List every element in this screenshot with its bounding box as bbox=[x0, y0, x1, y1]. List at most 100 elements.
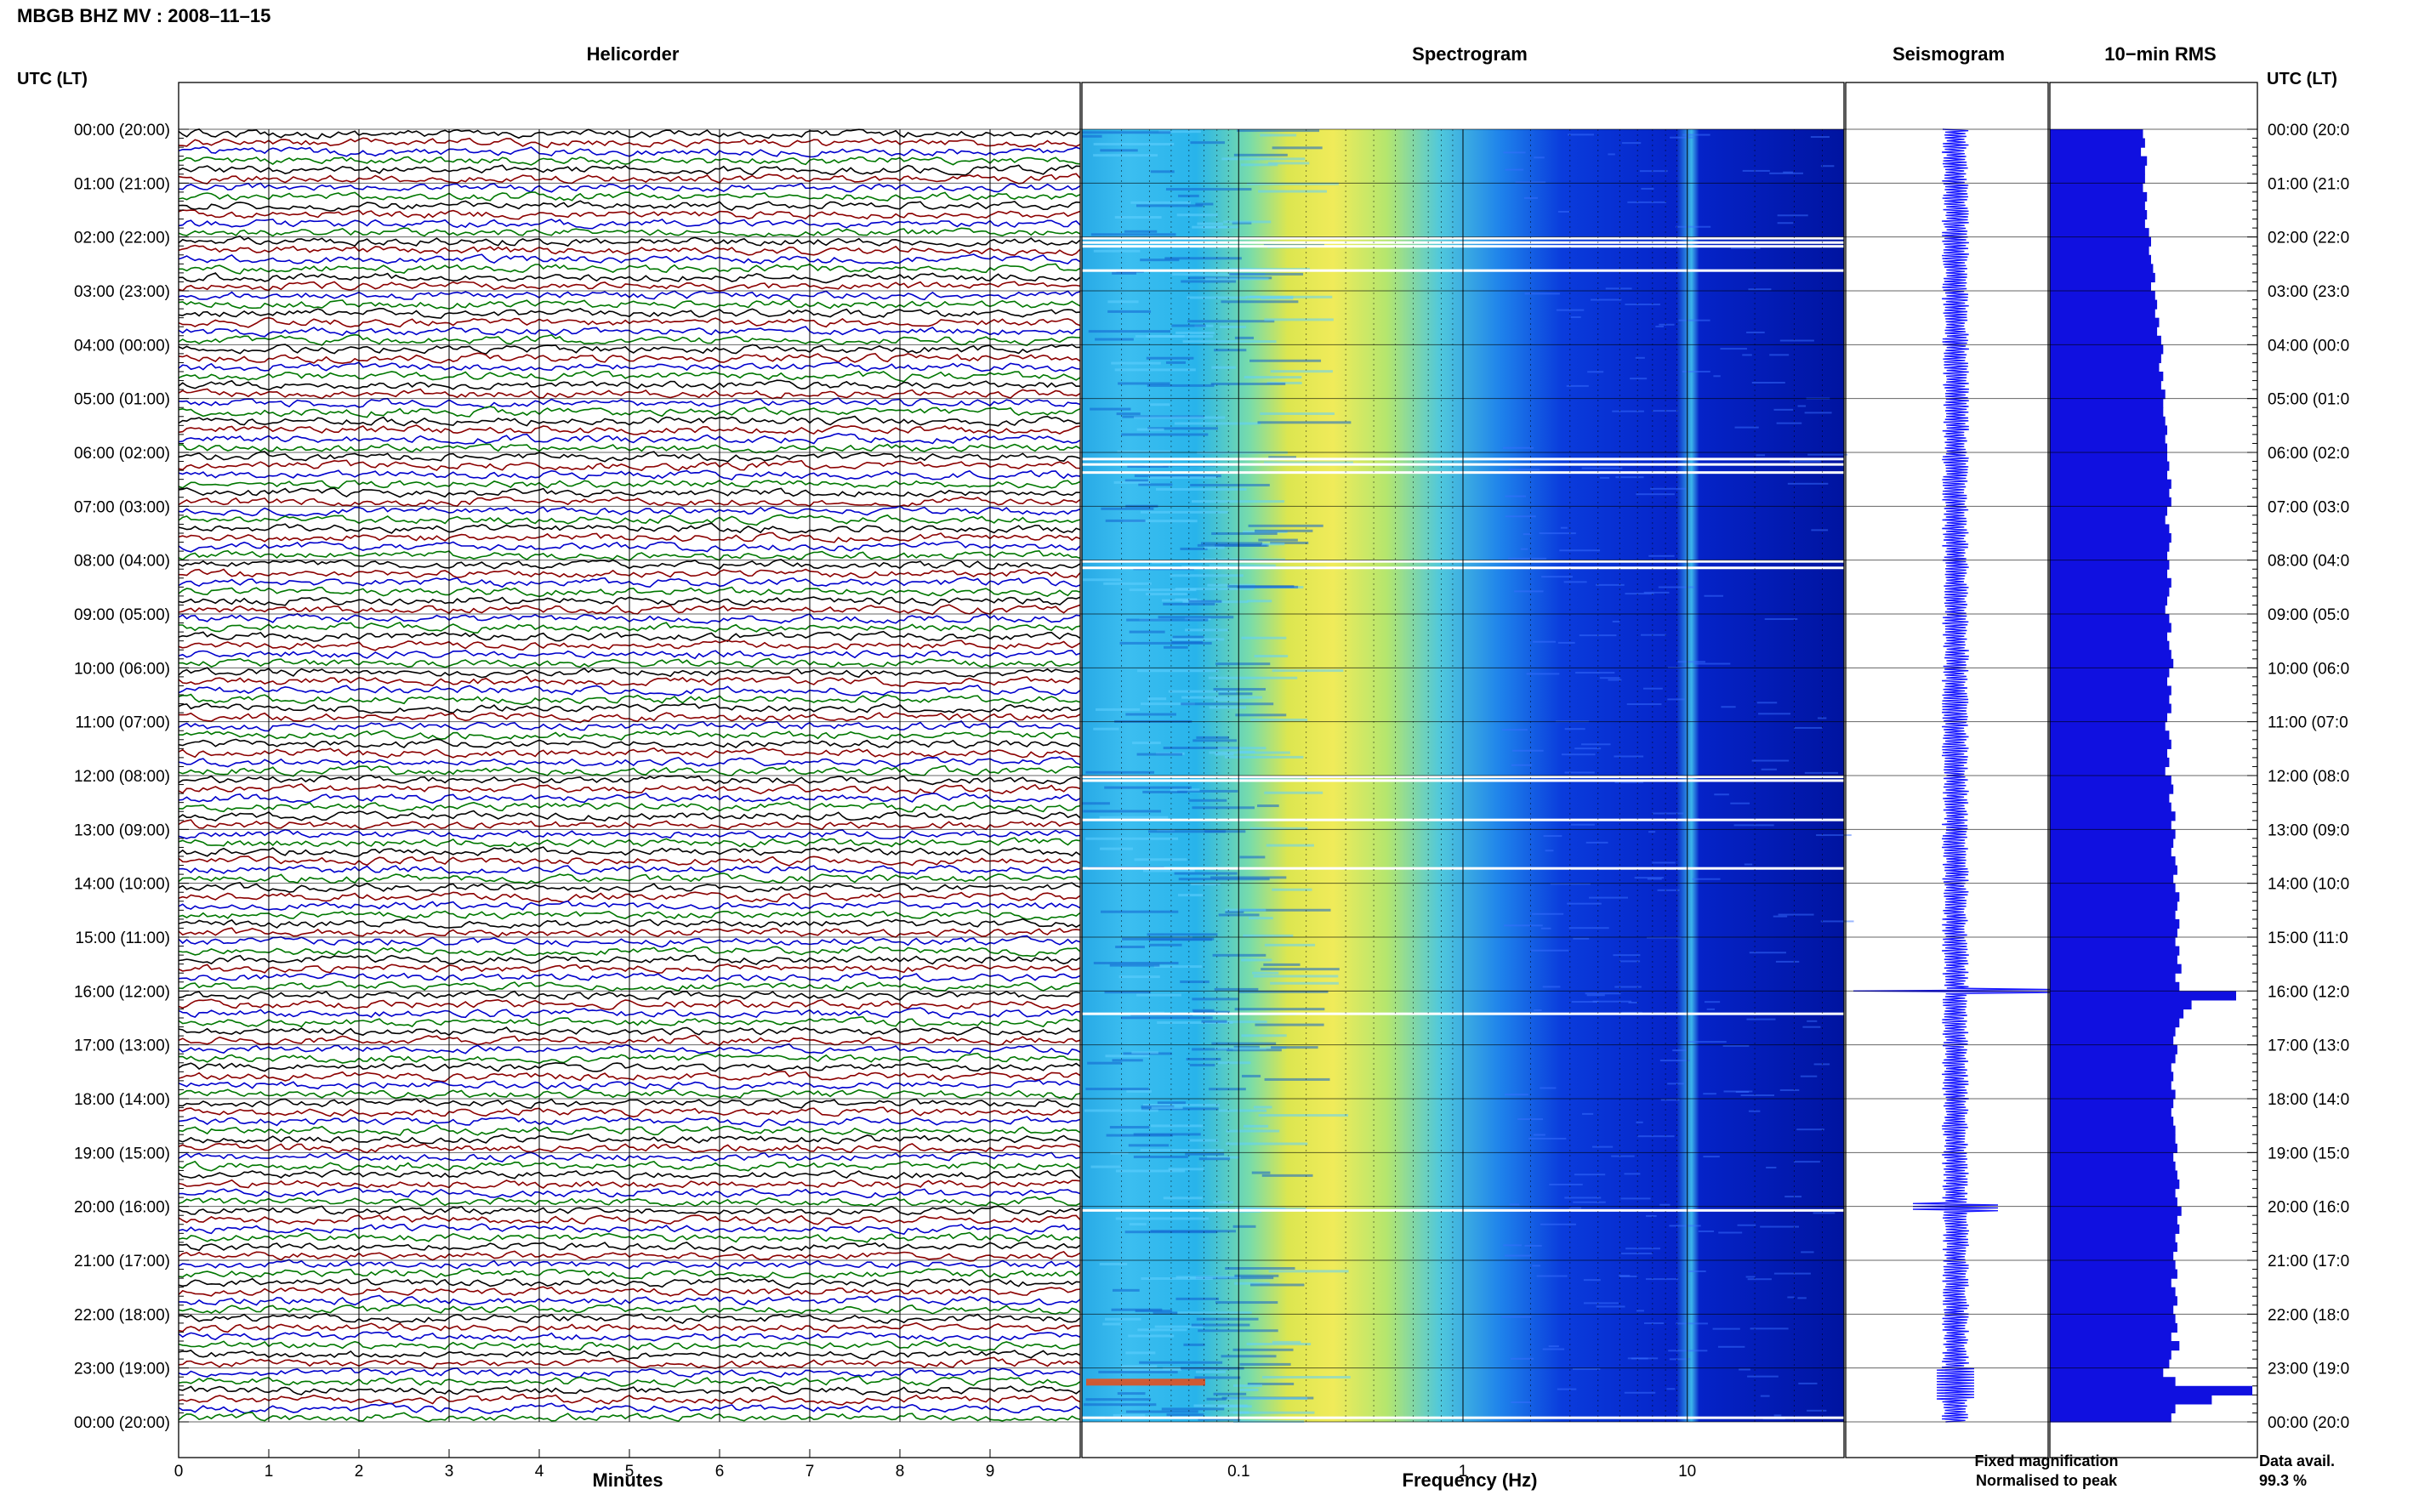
spectrogram-texture bbox=[1105, 519, 1146, 522]
spectrogram-texture bbox=[1714, 793, 1729, 796]
spectrogram-texture bbox=[1239, 855, 1266, 859]
time-label-right: 17:00 (13:0 bbox=[2268, 1037, 2349, 1055]
rms-bar bbox=[2050, 1107, 2171, 1117]
spectrogram-texture bbox=[1737, 1224, 1756, 1226]
spectrogram-texture bbox=[1128, 1144, 1170, 1147]
spectrogram-texture bbox=[1608, 679, 1622, 681]
spectrogram-texture bbox=[1110, 1151, 1129, 1155]
spectrogram-texture bbox=[1131, 1051, 1158, 1054]
spectrogram-texture bbox=[1530, 949, 1569, 952]
spectrogram-texture bbox=[1232, 1225, 1256, 1228]
spectrogram-texture bbox=[1195, 202, 1214, 206]
rms-bar bbox=[2050, 874, 2174, 884]
spectrogram-texture bbox=[1158, 616, 1234, 619]
frequency-axis: 0.1 1 10 bbox=[1227, 1463, 1696, 1481]
spectrogram-texture bbox=[1676, 225, 1711, 228]
time-label-right: 05:00 (01:0 bbox=[2268, 391, 2349, 409]
rms-bar bbox=[2050, 820, 2171, 830]
spectrogram-texture bbox=[1543, 835, 1562, 838]
rms-bar bbox=[2050, 901, 2177, 911]
rms-bar bbox=[2050, 389, 2166, 400]
spectrogram-texture bbox=[1267, 162, 1310, 165]
spectrogram-texture bbox=[1113, 1413, 1146, 1417]
spectrogram-texture bbox=[1748, 288, 1772, 291]
time-label-right: 01:00 (21:0 bbox=[2268, 175, 2349, 193]
spectrogram-texture bbox=[1189, 1063, 1215, 1066]
spectrogram-texture bbox=[1181, 280, 1237, 283]
spectrogram-texture bbox=[1118, 382, 1170, 385]
spectrogram-texture bbox=[1766, 1166, 1777, 1168]
spectrogram-texture bbox=[1247, 600, 1272, 603]
spectrogram-texture bbox=[1564, 728, 1585, 730]
spectrogram-texture bbox=[1550, 883, 1591, 885]
spectrogram-texture bbox=[1693, 662, 1731, 665]
rms-bar bbox=[2050, 309, 2155, 319]
spectrogram-texture bbox=[1085, 770, 1155, 774]
spectrogram-texture bbox=[1568, 927, 1609, 929]
spectrogram-texture bbox=[1783, 171, 1794, 173]
rms-bar bbox=[2050, 317, 2160, 327]
spectrogram-texture bbox=[1150, 170, 1175, 173]
spectrogram-texture bbox=[1123, 520, 1198, 523]
time-label-left: 06:00 (02:00) bbox=[74, 445, 170, 463]
spectrogram-texture bbox=[1225, 908, 1266, 912]
rms-bar bbox=[2050, 524, 2170, 534]
spectrogram-texture bbox=[1221, 1355, 1277, 1358]
spectrogram-texture bbox=[1246, 182, 1339, 185]
minute-tick-label: 9 bbox=[986, 1463, 995, 1481]
rms-bar bbox=[2050, 1224, 2180, 1234]
spectrogram-texture bbox=[1635, 356, 1645, 359]
spectrogram-texture bbox=[1258, 538, 1298, 542]
spectrogram-texture bbox=[1197, 222, 1223, 225]
rms-bar bbox=[2050, 416, 2166, 426]
spectrogram-texture bbox=[1157, 1101, 1187, 1105]
spectrogram-texture bbox=[1147, 384, 1215, 387]
spectrogram-texture bbox=[1778, 913, 1814, 916]
time-label-right: 00:00 (20:0 bbox=[2268, 1414, 2349, 1432]
spectrogram-texture bbox=[1235, 1208, 1306, 1211]
spectrogram-texture bbox=[1168, 690, 1237, 693]
spectrogram-texture bbox=[1526, 673, 1560, 675]
spectrogram-texture bbox=[1153, 965, 1203, 969]
seismogram-title: Seismogram bbox=[1893, 43, 2005, 65]
rms-bar bbox=[2050, 380, 2161, 390]
rms-bar bbox=[2050, 981, 2180, 992]
spectrogram-texture bbox=[1243, 934, 1294, 937]
spectrogram-texture bbox=[1217, 747, 1266, 750]
spectrogram-texture bbox=[1508, 469, 1540, 471]
rms-bar bbox=[2050, 1251, 2174, 1261]
spectrogram-texture bbox=[1575, 672, 1615, 674]
rms-bar bbox=[2050, 1269, 2177, 1279]
spectrogram-texture bbox=[1146, 356, 1194, 360]
spectrogram-texture bbox=[1574, 747, 1602, 750]
spectrogram-texture bbox=[1548, 1345, 1559, 1348]
rms-bar bbox=[2050, 461, 2170, 471]
spectrogram-texture bbox=[1151, 1106, 1183, 1110]
spectrogram-texture bbox=[1515, 181, 1546, 184]
spectrogram-texture bbox=[1245, 295, 1333, 298]
spectrogram-texture bbox=[1114, 368, 1196, 372]
spectrogram-panel bbox=[1081, 129, 1854, 1424]
spectrogram-texture bbox=[1583, 1302, 1619, 1305]
spectrogram-texture bbox=[1740, 1094, 1774, 1096]
helicorder-title: Helicorder bbox=[587, 43, 680, 65]
spectrogram-texture bbox=[1227, 585, 1295, 588]
rms-bar bbox=[2050, 1179, 2180, 1190]
spectrogram-texture bbox=[1164, 257, 1242, 260]
spectrogram-texture bbox=[1807, 453, 1848, 456]
spectrogram-texture bbox=[1124, 230, 1158, 233]
rms-bar bbox=[2050, 219, 2145, 229]
spectrogram-texture bbox=[1505, 495, 1526, 497]
rms-bar bbox=[2050, 291, 2155, 301]
spectrogram-texture bbox=[1161, 1407, 1225, 1411]
minutes-axis-label: Minutes bbox=[592, 1469, 663, 1491]
time-label-left: 09:00 (05:00) bbox=[74, 606, 170, 624]
rms-bar bbox=[2050, 784, 2174, 794]
rms-bar bbox=[2050, 1143, 2177, 1153]
spectrogram-texture bbox=[1800, 1075, 1818, 1077]
spectrogram-texture bbox=[1129, 588, 1197, 592]
rms-bar bbox=[2050, 999, 2192, 1010]
spectrogram-texture bbox=[1093, 143, 1175, 146]
spectrogram-texture bbox=[1229, 272, 1304, 276]
rms-bar bbox=[2050, 514, 2166, 526]
